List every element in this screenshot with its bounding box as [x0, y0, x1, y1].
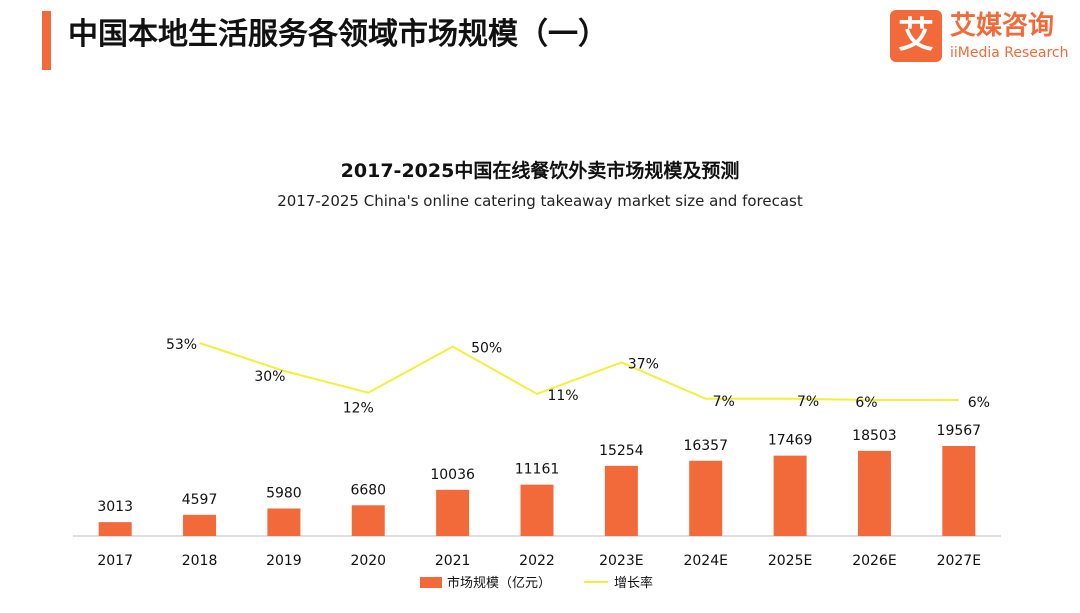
x-tick-label-2018: 2018: [182, 553, 218, 569]
x-tick-label-2027E: 2027E: [937, 553, 981, 569]
growth-label-2027E: 6%: [968, 395, 990, 411]
bar-value-label-2027E: 19567: [937, 423, 982, 439]
page-title: 中国本地生活服务各领域市场规模（一）: [68, 17, 608, 52]
bar-value-label-2021: 10036: [430, 467, 475, 483]
growth-label-2024E: 7%: [713, 394, 735, 410]
bar-2021: [436, 489, 470, 536]
bar-2026E: [857, 450, 891, 536]
growth-rate-line: [199, 342, 959, 401]
bar-2020: [351, 505, 385, 536]
bar-value-label-2019: 5980: [266, 485, 302, 501]
logo-name-en: iiMedia Research: [950, 45, 1069, 61]
bar-2023E: [604, 465, 638, 536]
bar-value-label-2017: 3013: [97, 499, 133, 515]
growth-label-2021: 50%: [471, 341, 502, 357]
bar-value-label-2018: 4597: [182, 492, 218, 508]
x-tick-label-2024E: 2024E: [683, 553, 727, 569]
legend-label-line: 增长率: [614, 575, 653, 591]
growth-label-2018: 53%: [166, 337, 197, 353]
x-tick-label-2017: 2017: [97, 553, 133, 569]
bar-2024E: [689, 460, 723, 536]
x-tick-label-2019: 2019: [266, 553, 302, 569]
title-accent-bar: [42, 11, 51, 70]
bar-2027E: [942, 446, 976, 536]
bar-value-label-2023E: 15254: [599, 443, 644, 459]
growth-label-2023E: 37%: [628, 356, 659, 372]
logo-name-cn: 艾媒咨询: [950, 11, 1055, 41]
brand-logo: 艾 艾媒咨询 iiMedia Research: [890, 10, 1069, 66]
bar-2025E: [773, 455, 807, 536]
x-tick-label-2020: 2020: [350, 553, 386, 569]
bar-2017: [98, 522, 132, 536]
x-tick-label-2025E: 2025E: [768, 553, 812, 569]
chart-subtitle: 2017-2025 China's online catering takeaw…: [277, 192, 803, 210]
x-tick-label-2022: 2022: [519, 553, 555, 569]
bar-2019: [267, 508, 301, 536]
growth-label-2022: 11%: [547, 388, 578, 404]
growth-label-2026E: 6%: [855, 395, 877, 411]
legend-swatch-bar: [420, 577, 442, 588]
x-tick-label-2026E: 2026E: [852, 553, 896, 569]
bar-value-label-2025E: 17469: [768, 433, 813, 449]
growth-label-2020: 12%: [343, 401, 374, 417]
x-tick-label-2023E: 2023E: [599, 553, 643, 569]
bar-value-label-2022: 11161: [515, 462, 560, 478]
bar-2018: [183, 514, 217, 536]
bar-2022: [520, 484, 554, 536]
bar-value-label-2024E: 16357: [683, 438, 728, 454]
growth-label-2025E: 7%: [797, 394, 819, 410]
bar-value-label-2026E: 18503: [852, 428, 897, 444]
x-tick-label-2021: 2021: [435, 553, 471, 569]
logo-mark: 艾: [890, 10, 942, 62]
bar-value-label-2020: 6680: [350, 482, 386, 498]
legend-label-bar: 市场规模（亿元）: [447, 575, 551, 591]
chart-title: 2017-2025中国在线餐饮外卖市场规模及预测: [340, 160, 740, 182]
growth-label-2019: 30%: [254, 369, 285, 385]
